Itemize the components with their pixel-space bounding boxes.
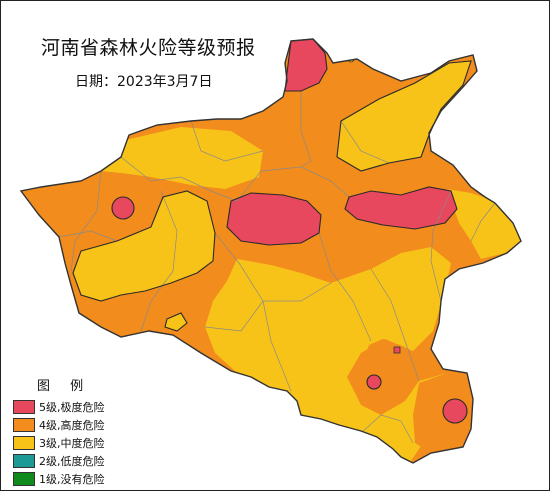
zone-level3-northeast [337, 61, 471, 171]
province-boundary [19, 38, 522, 464]
legend-label-level3: 3级,中度危险 [39, 437, 105, 450]
legend-item-level4: 4级,高度危险 [13, 416, 105, 434]
legend-title: 图 例 [37, 379, 92, 394]
zone-level5-east [345, 187, 457, 229]
legend-label-level4: 4级,高度危险 [39, 419, 105, 432]
legend-swatch-level2 [13, 454, 35, 468]
forecast-date: 日期：2023年3月7日 [75, 74, 213, 90]
legend-item-level3: 3级,中度危险 [13, 434, 105, 452]
zone-level3-central-south [205, 247, 463, 461]
legend-label-level5: 5级,极度危险 [39, 401, 105, 414]
zone-level5-dot [393, 346, 401, 354]
zone-level3-west [73, 191, 215, 301]
legend-swatch-level3 [13, 436, 35, 450]
legend: 图 例 5级,极度危险 4级,高度危险 3级,中度危险 2级,低度危险 1级,没… [13, 375, 105, 488]
zone-level5-north [285, 39, 327, 91]
legend-label-level2: 2级,低度危险 [39, 455, 105, 468]
zone-level5-southeast-2 [443, 399, 467, 423]
legend-item-level5: 5级,极度危险 [13, 398, 105, 416]
legend-swatch-level4 [13, 418, 35, 432]
legend-swatch-level5 [13, 400, 35, 414]
zone-level5-west [112, 197, 134, 219]
zone-level5-southeast-1 [367, 375, 381, 389]
legend-item-level2: 2级,低度危险 [13, 452, 105, 470]
legend-swatch-level1 [13, 472, 35, 486]
legend-item-level1: 1级,没有危险 [13, 470, 105, 488]
zone-level5-center [227, 193, 321, 245]
zone-level3-east [447, 189, 521, 259]
legend-label-level1: 1级,没有危险 [39, 473, 105, 486]
map-title: 河南省森林火险等级预报 [41, 37, 256, 59]
